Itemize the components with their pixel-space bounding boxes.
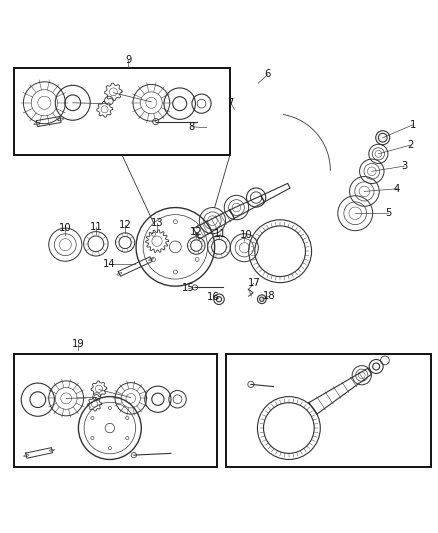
- Text: 11: 11: [214, 229, 227, 239]
- Text: 12: 12: [190, 228, 203, 237]
- Text: 1: 1: [410, 119, 417, 130]
- Text: 10: 10: [59, 223, 72, 233]
- Text: 9: 9: [125, 55, 131, 66]
- Text: 6: 6: [265, 69, 271, 79]
- Text: 13: 13: [151, 218, 163, 228]
- Text: 12: 12: [119, 221, 131, 230]
- Bar: [14, 68, 230, 155]
- Text: 11: 11: [89, 222, 102, 232]
- Text: 19: 19: [72, 339, 85, 349]
- Text: 14: 14: [102, 260, 115, 269]
- Text: 2: 2: [407, 140, 413, 150]
- Text: 8: 8: [188, 122, 194, 132]
- Text: 10: 10: [240, 230, 252, 240]
- Text: 3: 3: [402, 161, 408, 171]
- Text: 16: 16: [207, 292, 220, 302]
- Bar: [14, 354, 217, 467]
- Bar: [226, 354, 431, 467]
- Text: 7: 7: [228, 98, 234, 108]
- Text: 15: 15: [182, 284, 195, 293]
- Text: 5: 5: [385, 208, 392, 218]
- Text: 18: 18: [263, 291, 276, 301]
- Text: 17: 17: [247, 278, 260, 288]
- Text: 4: 4: [394, 184, 400, 194]
